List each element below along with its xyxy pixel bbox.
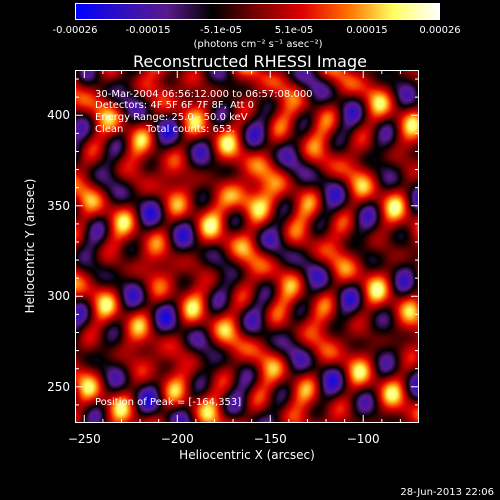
total-counts-text: Total counts: 653. — [146, 124, 235, 135]
peak-position-text: Position of Peak = [-164,353] — [95, 397, 242, 408]
colorbar-unit-label: (photons cm⁻² s⁻¹ asec⁻²) — [193, 39, 323, 50]
y-tick-label: 350 — [47, 198, 70, 213]
clean-text: Clean — [95, 124, 124, 135]
plot-timestamp: 28-Jun-2013 22:06 — [400, 487, 494, 498]
colorbar-tick: 0.00015 — [346, 25, 388, 36]
x-tick-label: −150 — [253, 432, 287, 446]
colorbar-tick: -0.00015 — [125, 25, 171, 36]
chart-title: Reconstructed RHESSI Image — [133, 52, 367, 71]
colorbar — [75, 3, 440, 20]
heatmap-svg — [75, 70, 419, 423]
y-axis-label: Heliocentric Y (arcsec) — [23, 178, 37, 314]
colorbar-tick: -5.1e-05 — [200, 25, 242, 36]
plot-frame — [75, 70, 419, 423]
x-tick-label: −200 — [160, 432, 194, 446]
x-tick-label: −100 — [346, 432, 380, 446]
x-axis-label: Heliocentric X (arcsec) — [179, 448, 315, 462]
y-tick-label: 300 — [47, 289, 70, 304]
detectors-text: Detectors: 4F 5F 6F 7F 8F, Att 0 — [95, 100, 255, 111]
colorbar-tick: 0.00026 — [419, 25, 461, 36]
energy-range-text: Energy Range: 25.0 - 50.0 keV — [95, 112, 248, 123]
x-tick-label: −250 — [67, 432, 101, 446]
colorbar-tick: -0.00026 — [52, 25, 98, 36]
y-tick-label: 400 — [47, 108, 70, 123]
tick-marks — [75, 70, 419, 423]
time-range-text: 30-Mar-2004 06:56:12.000 to 06:57:08.000 — [95, 89, 313, 100]
colorbar-tick: 5.1e-05 — [274, 25, 314, 36]
heatmap-image — [75, 70, 419, 423]
image-plot-area — [75, 70, 419, 423]
y-tick-label: 250 — [47, 379, 70, 394]
